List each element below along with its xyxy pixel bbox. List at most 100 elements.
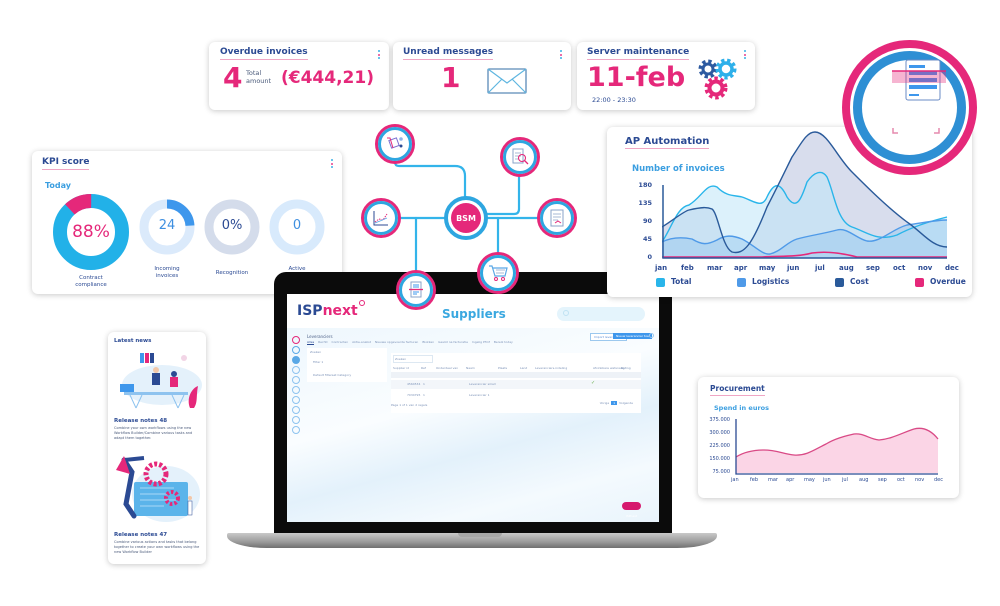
app-body: Leveranciers Alles Rechtl Contracten Akt… [287,328,659,522]
chat-button[interactable]: ISPnext [622,502,642,518]
tab[interactable]: Geslot na facturatie [438,340,468,344]
kpi-value: 0% [221,218,243,233]
procurement-chart [735,419,939,475]
sidebar-icon[interactable] [292,376,300,384]
card-title: Overdue invoices [220,47,308,60]
kpi-contract-compliance[interactable]: 88% Contract compliance [52,193,132,289]
kpi-score-card[interactable]: KPI score Today 88% Contract compliance 2… [32,151,342,294]
kpi-recognition[interactable]: 0% Recognition [203,198,261,283]
sidebar-icon[interactable] [292,386,300,394]
kpi-label: Contract compliance [75,275,107,288]
news-title: Latest news [114,338,152,344]
donut-chart [139,199,195,255]
sidebar-icon[interactable] [292,416,300,424]
kpi-incoming-invoices[interactable]: 24 Incoming invoices [138,198,196,283]
suppliers-table: Zoeken Supplier id Ref Onderdeel van Naa… [391,353,641,413]
card-title: Server maintenance [587,47,690,60]
document-scan-icon [892,59,946,134]
tab[interactable]: Alles [307,340,315,345]
laptop-base [227,533,717,548]
filter-panel: Zoeken Filter 1 Default filterset Catego… [307,348,387,382]
filter-search[interactable]: Zoeken [310,350,322,354]
news-illustration-office [120,353,202,409]
table-header: Supplier id Ref Onderdeel van Naam Plaat… [393,366,631,370]
legend-logistics[interactable]: Logistics [737,277,789,287]
legend-overdue[interactable]: Overdue [915,277,966,287]
news-item-title[interactable]: Release notes 48 [114,418,168,424]
network-node-purchasing[interactable] [477,252,519,294]
ap-automation-card[interactable]: AP Automation Number of invoices 180 135… [607,127,972,297]
news-item-text: Combine your own workflows using the new… [114,426,193,440]
table-search[interactable]: Zoeken [393,355,433,363]
tab[interactable]: Blokken [422,340,435,344]
sidebar-icon[interactable] [292,426,300,434]
card-title: Procurement [710,383,765,396]
tab[interactable]: Aktie-analist [352,340,371,344]
news-item-title[interactable]: Release notes 47 [114,532,168,538]
envelope-icon [487,68,527,94]
maintenance-date: 11-feb [587,62,686,93]
table-row[interactable]: 7034795 1 Leverancier 1 [407,393,490,397]
network-node-contract[interactable] [537,198,577,238]
server-maintenance-card[interactable]: Server maintenance 11-feb 22:00 - 23:30 [577,42,755,110]
tab[interactable]: Contracten [331,340,349,344]
legend-total[interactable]: Total [656,277,692,287]
boxes-icon [387,137,403,149]
donut-chart [269,199,325,255]
kebab-menu-icon[interactable] [378,50,381,61]
app-header: ISPnext Suppliers [287,294,659,328]
pagination-prev[interactable]: Vorige [599,401,610,405]
kebab-menu-icon[interactable] [560,50,563,61]
table-footer: Page 1 of 1 van 2 regels [391,403,428,407]
invoice-scan-icon [409,281,423,298]
tab[interactable]: Bereik today [493,340,513,344]
app-tabs: Alles Rechtl Contracten Aktie-analist Ni… [307,340,513,345]
filter-item[interactable]: Default filterset Category [313,373,352,377]
search-input[interactable] [557,307,645,321]
sidebar-icon-home[interactable] [292,336,300,344]
sidebar-icon[interactable] [292,406,300,414]
news-illustration-robot [116,456,200,522]
tab[interactable]: Nieuwe opgevoerde facturen [374,340,419,344]
sidebar-icon[interactable] [292,356,300,364]
latest-news-card[interactable]: Latest news Release notes 48 Combine you… [108,332,206,564]
network-node-document-search[interactable] [500,137,540,177]
unread-messages-card[interactable]: Unread messages 1 [393,42,571,110]
card-title: KPI score [42,157,90,170]
ap-automation-chart [662,131,948,259]
pagination-next[interactable]: Volgende [619,401,633,405]
overdue-invoices-card[interactable]: Overdue invoices 4 Total amount (€444,21… [209,42,389,110]
tab[interactable]: Ingelig Pfmf [471,340,490,344]
sidebar-icon[interactable] [292,366,300,374]
table-row[interactable]: 4564534 1 Leverancier small ✓ [391,380,641,389]
refresh-icon[interactable] [649,333,654,338]
kebab-menu-icon[interactable] [744,50,747,61]
chart-subtitle: Spend in euros [714,404,769,412]
kpi-value: 88% [72,222,110,242]
filter-item[interactable]: Filter 1 [313,360,324,364]
tab[interactable]: Rechtl [318,340,328,344]
donut-chart [53,194,129,270]
page-title: Suppliers [442,307,506,321]
sidebar-icon[interactable] [292,346,300,354]
kpi-period-label: Today [45,181,71,190]
procurement-card[interactable]: Procurement Spend in euros 375.000 300.0… [698,377,959,498]
total-amount-label: Total amount [246,69,272,85]
network-node-logistics[interactable] [375,124,415,164]
bsm-hub[interactable]: BSM [444,196,488,240]
contract-icon [550,209,564,227]
document-scan-badge [842,40,977,175]
kebab-menu-icon[interactable] [331,159,334,170]
kpi-value: 24 [158,218,176,233]
chart-subtitle: Number of invoices [632,164,725,174]
pagination-page[interactable]: 1 [611,401,618,405]
bsm-label: BSM [451,203,481,233]
maintenance-time: 22:00 - 23:30 [592,96,636,104]
new-supplier-button[interactable]: Nieuw leverancier toe [613,333,652,339]
pagination: Vorige 1 Volgende [600,401,633,405]
overdue-amount: (€444,21) [281,68,374,88]
network-node-invoice-scan[interactable] [396,270,436,310]
network-node-analytics[interactable] [361,198,401,238]
legend-cost[interactable]: Cost [835,277,869,287]
sidebar-icon[interactable] [292,396,300,404]
